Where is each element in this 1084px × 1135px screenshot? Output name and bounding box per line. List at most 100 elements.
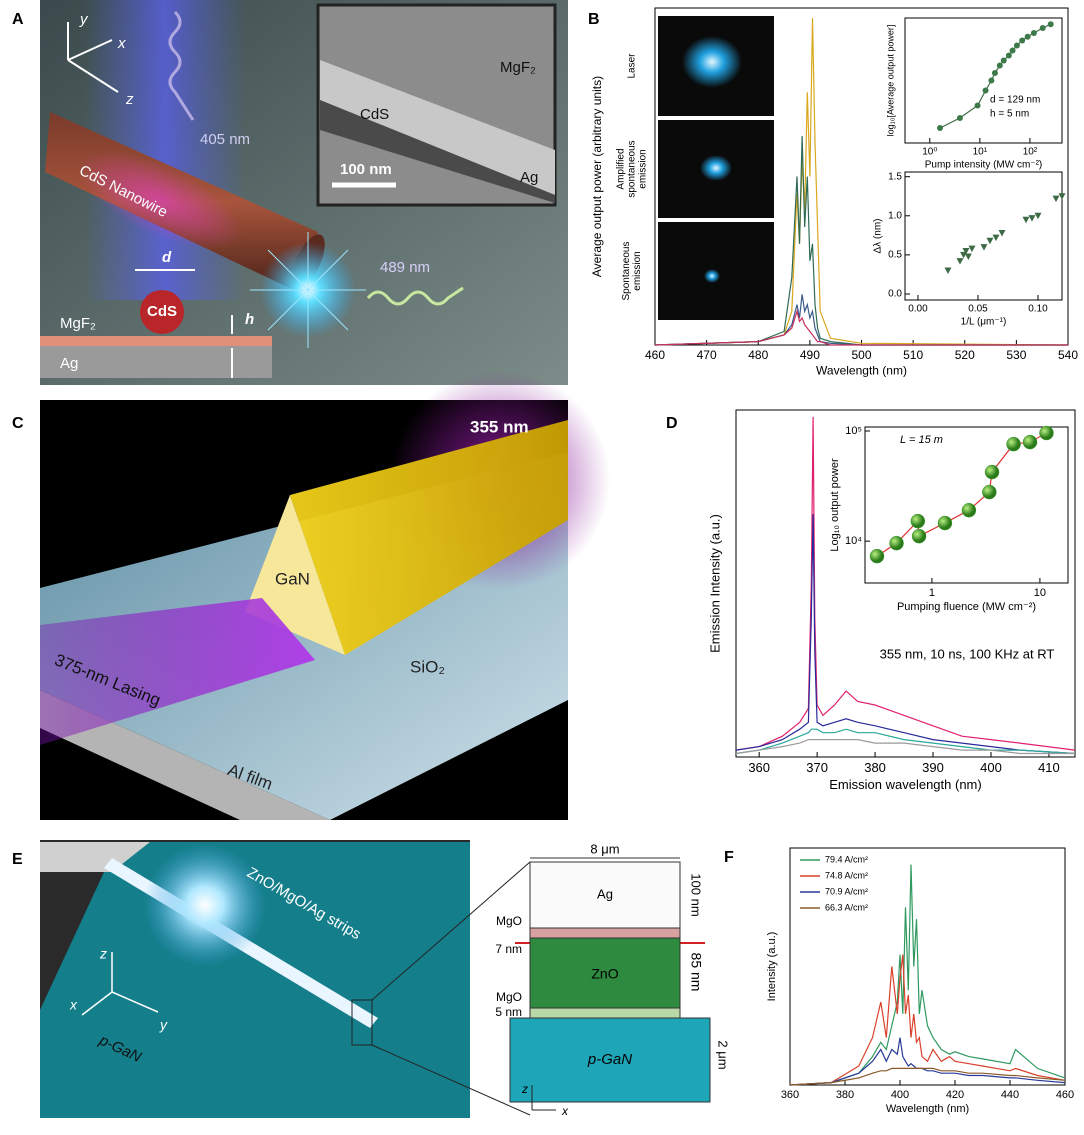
x-tick-label: 540 — [1058, 348, 1078, 362]
emission-arrow — [366, 286, 464, 306]
dimension-label: 100 nm — [689, 873, 704, 916]
dimension-label: 5 nm — [495, 1005, 522, 1019]
x-axis-label: Pumping fluence (MW cm⁻²) — [897, 601, 1036, 613]
x-tick-label: 520 — [955, 348, 975, 362]
image-label: spontaneous — [627, 140, 638, 197]
series-line — [735, 416, 1076, 751]
axis-label: z — [99, 946, 107, 962]
point — [910, 513, 926, 529]
zoom-line — [371, 861, 531, 1001]
point — [964, 253, 972, 260]
series-line — [735, 739, 1075, 755]
series-line — [735, 514, 1076, 755]
inset-label: Ag — [520, 169, 538, 186]
image-label: Amplified — [616, 148, 627, 189]
point — [937, 125, 944, 131]
ag-layer — [40, 346, 272, 378]
y-axis-label: Emission Intensity (a.u.) — [707, 514, 722, 653]
annotation: d = 129 nm — [990, 95, 1040, 106]
dimension-label: 85 nm — [688, 953, 704, 992]
axis-label: z — [125, 91, 134, 108]
layer-label: MgF₂ — [60, 315, 96, 332]
zno-layer — [529, 937, 681, 1009]
gan-layer — [509, 1017, 711, 1103]
point — [1013, 42, 1020, 49]
point — [986, 237, 994, 245]
x-tick-label: 10² — [1023, 147, 1038, 158]
point — [1039, 425, 1054, 441]
annotation: 355 nm, 10 ns, 100 KHz at RT — [880, 646, 1055, 661]
point — [982, 87, 989, 94]
ag-layer — [529, 861, 681, 929]
series-line — [789, 1037, 1066, 1086]
point — [982, 484, 997, 500]
diameter-label: d — [162, 249, 172, 266]
x-tick-label: 410 — [1038, 760, 1060, 775]
point — [968, 245, 976, 253]
axes-icon — [81, 952, 159, 1016]
x-tick-label: 10¹ — [973, 147, 988, 158]
point — [1022, 434, 1038, 450]
x-tick-label: 0.10 — [1028, 304, 1048, 315]
plot-frame — [904, 171, 1063, 301]
layer-label: MgO — [496, 990, 522, 1004]
y-tick-label: 0.0 — [888, 289, 902, 300]
point — [1022, 216, 1030, 224]
series-line — [654, 136, 1068, 346]
prism-label: GaN — [275, 569, 310, 588]
x-axis-label: 1/L (μm⁻¹) — [961, 317, 1007, 328]
layer-label: p-GaN — [587, 1051, 632, 1068]
x-tick-label: 0.05 — [968, 304, 988, 315]
x-axis-label: Pump intensity (MW cm⁻²) — [925, 160, 1043, 171]
axis-label: x — [117, 35, 126, 52]
point — [1039, 25, 1046, 31]
series-line — [789, 1067, 1066, 1086]
panel-e: ZnO/MgO/Ag strips p-GaN z x y 8 μm Ag 10… — [40, 840, 731, 1118]
image-label: emission — [632, 251, 643, 290]
x-tick-label: 380 — [864, 760, 886, 775]
x-tick-label: 10 — [1034, 587, 1046, 599]
pump-label: 405 nm — [200, 131, 250, 148]
legend-label: 66.3 A/cm² — [825, 902, 868, 912]
sem-band — [320, 100, 555, 203]
series-line — [654, 18, 1069, 346]
mgf2-layer — [40, 336, 272, 346]
x-tick-label: 400 — [891, 1089, 909, 1101]
point — [1047, 21, 1054, 28]
emission-blob — [700, 155, 732, 181]
point — [962, 247, 970, 255]
y-tick-label: 1.0 — [888, 210, 902, 221]
axes-icon — [531, 1085, 556, 1111]
nanowire-glow — [77, 150, 243, 250]
y-axis-label: Average output power (arbitrary units) — [590, 76, 604, 277]
inset-label: MgF₂ — [500, 59, 536, 76]
inset-label: 100 nm — [340, 161, 392, 178]
pump-label: 355 nm — [470, 417, 529, 436]
series-line — [789, 864, 1066, 1086]
point — [974, 102, 981, 109]
point — [1058, 193, 1066, 200]
x-tick-label: 360 — [781, 1089, 799, 1101]
x-tick-label: 380 — [836, 1089, 854, 1101]
inset-label: CdS — [360, 106, 389, 123]
point — [944, 267, 952, 275]
pump-arrow — [168, 10, 195, 121]
trend-line — [939, 23, 1051, 129]
axis-label: x — [561, 1104, 569, 1118]
axis-label: y — [159, 1017, 168, 1033]
axis-label: x — [69, 997, 78, 1013]
point — [1034, 212, 1042, 220]
emission-label: 489 nm — [380, 259, 430, 276]
panel-label: B — [588, 11, 600, 28]
panel-b-images — [658, 16, 774, 320]
x-tick-label: 460 — [1056, 1089, 1074, 1101]
legend-label: 70.9 A/cm² — [825, 886, 868, 896]
point — [991, 70, 998, 76]
panel-label: A — [12, 11, 24, 28]
point — [956, 258, 964, 265]
point — [980, 244, 988, 251]
panel-label: E — [12, 851, 23, 868]
x-axis-label: Wavelength (nm) — [886, 1103, 969, 1115]
point — [1005, 52, 1012, 59]
point — [961, 502, 977, 518]
